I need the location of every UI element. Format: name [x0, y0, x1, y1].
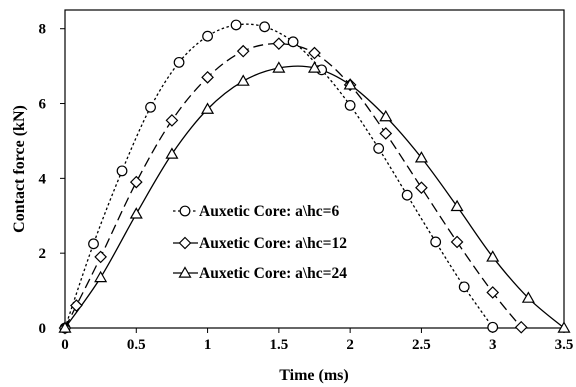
series-3-marker [129, 207, 143, 219]
x-tick-label: 2 [346, 337, 354, 353]
y-tick-label: 6 [39, 97, 47, 113]
series-1-marker [344, 99, 356, 111]
series-3-marker [272, 61, 286, 73]
legend-label-1: Auxetic Core: a\hc=6 [199, 203, 340, 220]
x-axis-label: Time (ms) [279, 367, 348, 384]
y-tick-label: 0 [39, 321, 47, 337]
series-2-marker [379, 127, 393, 140]
series-1-marker [116, 165, 128, 177]
series-3-marker [201, 102, 215, 114]
series-3-marker [379, 109, 393, 122]
series-2-marker [450, 235, 464, 249]
series-2-marker [415, 181, 428, 195]
series-1-marker [487, 321, 499, 333]
series-line-2 [64, 43, 522, 329]
legend: Auxetic Core: a\hc=6 Auxetic Core: a\hc=1… [173, 203, 347, 282]
series-1-marker [287, 36, 299, 48]
series-3-marker [58, 321, 72, 333]
legend-marker-1 [179, 205, 191, 217]
series-1-marker [401, 189, 413, 201]
series-1-marker [173, 56, 185, 68]
x-tick-label: 2.5 [412, 337, 431, 353]
legend-marker-2 [178, 236, 192, 250]
series-3-marker [236, 74, 250, 86]
series-3-marker [343, 78, 357, 90]
series-2-marker [70, 299, 83, 312]
series-line-3 [64, 65, 565, 329]
y-tick-label: 2 [39, 246, 47, 262]
x-tick-label: 1 [204, 337, 212, 353]
y-tick-label: 4 [39, 171, 47, 187]
series-2-marker [165, 114, 179, 127]
series-3-marker [165, 147, 179, 159]
series-2-marker [272, 37, 286, 51]
x-tick-label: 0 [61, 337, 69, 353]
series-2-marker [201, 70, 214, 84]
plot-frame [64, 9, 565, 329]
y-tick-labels: 0 2 4 6 8 [39, 22, 47, 337]
series-1-marker [259, 21, 271, 33]
series-markers [58, 19, 571, 335]
series-2-marker [129, 175, 143, 189]
series-2-marker [94, 250, 107, 264]
series-2-marker [236, 44, 250, 58]
y-tick-label: 8 [39, 22, 47, 38]
series-3-marker [450, 199, 464, 212]
series-3-marker [521, 291, 535, 303]
series-2-marker [514, 320, 528, 334]
series-1-marker [145, 101, 156, 113]
x-tick-label: 0.5 [127, 337, 146, 353]
series-1-marker [230, 19, 242, 31]
series-1-marker [430, 236, 442, 248]
x-tick-label: 1.5 [269, 337, 288, 353]
legend-label-3: Auxetic Core: a\hc=24 [199, 265, 347, 282]
series-line-1 [64, 23, 494, 329]
legend-label-2: Auxetic Core: a\hc=12 [199, 235, 347, 252]
y-axis-label: Contact force (kN) [11, 105, 28, 233]
series-1-marker [458, 281, 470, 293]
legend-marker-3 [178, 266, 192, 278]
series-2-marker [486, 286, 500, 299]
series-3-marker [94, 270, 108, 283]
x-tick-label: 3.5 [555, 337, 574, 353]
series-3-marker [414, 151, 428, 163]
series-1-marker [373, 143, 385, 154]
x-tick-label: 3 [489, 337, 497, 353]
series-3-marker [486, 250, 500, 262]
series-1-marker [202, 30, 213, 42]
series-3-marker [557, 321, 571, 333]
x-tick-labels: 0 0.5 1 1.5 2 2.5 3 3.5 [61, 337, 573, 353]
series-1-marker [88, 238, 99, 250]
series-2-marker [308, 46, 321, 60]
series-3-marker [307, 61, 322, 73]
